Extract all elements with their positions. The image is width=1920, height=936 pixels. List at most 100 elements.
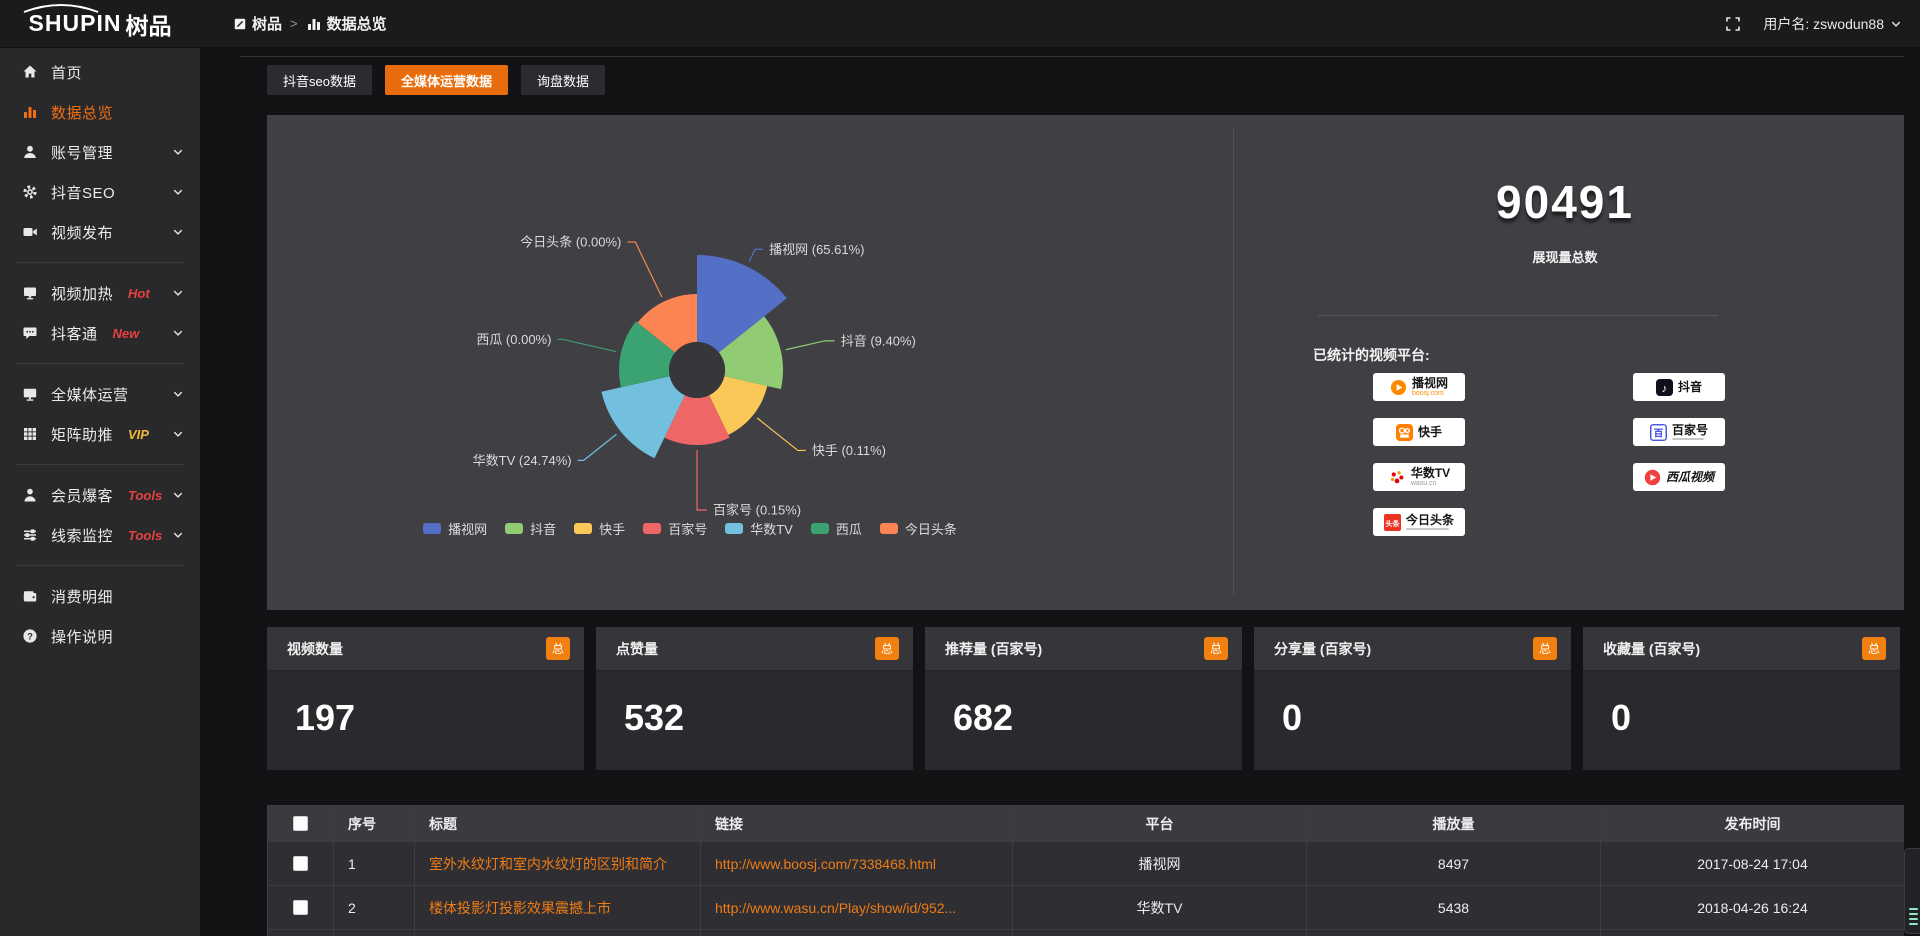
video-table: 序号 标题 链接 平台 播放量 发布时间 1 室外水纹灯和室内水纹灯的区别和简介 http://… <box>267 805 1904 936</box>
rose-pie-chart[interactable]: 播视网 (65.61%) 抖音 (9.40%) 快手 (0.11%) 百家号 (0.1… <box>267 115 1227 585</box>
sidebar-item-抖客通[interactable]: 抖客通 New <box>0 313 200 353</box>
select-all-checkbox[interactable] <box>293 816 308 831</box>
legend-item-华数TV[interactable]: 华数TV <box>725 519 793 538</box>
cell-url-link[interactable]: http://www.wasu.cn/Play/show/id/952... <box>700 885 1013 930</box>
sidebar-item-tag: New <box>112 325 140 341</box>
tab-全媒体运营数据[interactable]: 全媒体运营数据 <box>384 65 508 95</box>
stat-card-header: 视频数量 总 <box>267 627 584 671</box>
sidebar-item-全媒体运营[interactable]: 全媒体运营 <box>0 374 200 414</box>
table-header-row: 序号 标题 链接 平台 播放量 发布时间 <box>267 805 1904 842</box>
sidebar-item-label: 抖客通 <box>51 325 98 343</box>
column-header-序号: 序号 <box>333 805 415 842</box>
sidebar-item-线索监控[interactable]: 线索监控 Tools <box>0 515 200 555</box>
wasu-logo-icon <box>1388 469 1406 486</box>
username-menu[interactable]: 用户名: zswodun88 <box>1763 14 1902 34</box>
sidebar: 首页 数据总览 账号管理 抖音SEO 视频发布视频加热 Hot 抖客通 New 全媒体运营 矩阵助… <box>0 48 200 936</box>
cell-title-link[interactable]: 室外水纹灯和室内水纹灯的区别和简介 <box>414 841 701 886</box>
column-header-链接: 链接 <box>700 805 1013 842</box>
sidebar-item-抖音SEO[interactable]: 抖音SEO <box>0 172 200 212</box>
gear-icon <box>22 184 38 200</box>
platform-badge-今日头条[interactable]: 头条 今日头条 <box>1373 508 1465 536</box>
platform-badge-播视网[interactable]: 播视网 boosj.com <box>1373 373 1465 401</box>
stat-card-header: 收藏量 (百家号) 总 <box>1583 627 1900 671</box>
logo-text-en: SHUPIN <box>28 10 122 36</box>
sidebar-item-label: 消费明细 <box>51 588 114 606</box>
total-badge[interactable]: 总 <box>1861 637 1886 660</box>
total-badge[interactable]: 总 <box>1532 637 1557 660</box>
sidebar-item-tag: Hot <box>128 285 150 301</box>
pie-label-西瓜: 西瓜 (0.00%) <box>476 332 551 347</box>
platform-badge-快手[interactable]: 快手 <box>1373 418 1465 446</box>
legend-item-播视网[interactable]: 播视网 <box>423 519 487 538</box>
platform-badge-西瓜视频[interactable]: 西瓜视频 <box>1633 463 1725 491</box>
total-badge[interactable]: 总 <box>545 637 570 660</box>
platform-badge-百家号[interactable]: 百百家号 <box>1633 418 1725 446</box>
row-checkbox[interactable] <box>293 900 308 915</box>
chart-legend: 播视网 抖音 快手 百家号 华数TV 西瓜 今日头条 <box>267 519 1113 538</box>
fullscreen-icon[interactable] <box>1725 16 1741 32</box>
pie-slice-抖音[interactable] <box>718 316 783 390</box>
pie-label-line <box>557 338 617 353</box>
pie-slice-华数TV[interactable] <box>601 376 685 459</box>
pie-slice-百家号[interactable] <box>664 395 730 445</box>
platform-badge-抖音[interactable]: ♪ 抖音 <box>1633 373 1725 401</box>
legend-marker <box>643 523 662 534</box>
platform-sub: boosj.com <box>1411 389 1444 397</box>
platform-badge-华数TV[interactable]: 华数TV wasu.cn <box>1373 463 1465 491</box>
legend-marker <box>879 523 898 534</box>
stat-cards-row: 视频数量总 197 点赞量总 532 推荐量 (百家号) 总 682 分享量 (百家号) 总 0 收… <box>267 627 1904 770</box>
stat-card-header: 点赞量 总 <box>596 627 913 671</box>
pie-slice-播视网[interactable] <box>697 255 787 353</box>
sidebar-divider <box>16 363 184 364</box>
row-checkbox[interactable] <box>293 856 308 871</box>
square-icon <box>233 17 247 31</box>
sidebar-divider <box>16 565 184 566</box>
chart-panel: 播视网 (65.61%) 抖音 (9.40%) 快手 (0.11%) 百家号 (0.1… <box>267 115 1904 610</box>
platform-subline <box>1671 438 1705 441</box>
legend-item-西瓜[interactable]: 西瓜 <box>810 519 862 538</box>
sidebar-item-操作说明[interactable]: ? 操作说明 <box>0 616 200 656</box>
sidebar-item-label: 视频加热 <box>51 285 114 303</box>
column-header-标题: 标题 <box>414 805 701 842</box>
breadcrumb-item-current[interactable]: 数据总览 <box>306 13 387 34</box>
sidebar-item-会员爆客[interactable]: 会员爆客 Tools <box>0 475 200 515</box>
platforms-label: 已统计的视频平台: <box>1313 347 1430 363</box>
monitor-icon <box>22 386 38 402</box>
topbar: SHUPIN 树品 树品 > 数据总览 用户名: zswodun88 <box>0 0 1920 48</box>
chevron-down-icon <box>172 287 184 299</box>
sidebar-item-账号管理[interactable]: 账号管理 <box>0 132 200 172</box>
legend-item-快手[interactable]: 快手 <box>574 519 625 538</box>
wallet-icon <box>22 588 38 604</box>
chevron-down-icon <box>172 489 184 501</box>
sidebar-item-首页[interactable]: 首页 <box>0 52 200 92</box>
column-header-发布时间: 发布时间 <box>1600 805 1904 842</box>
sidebar-item-消费明细[interactable]: 消费明细 <box>0 576 200 616</box>
legend-item-今日头条[interactable]: 今日头条 <box>879 519 957 538</box>
total-badge[interactable]: 总 <box>1203 637 1228 660</box>
pie-label-line <box>748 248 764 263</box>
tab-抖音seo数据[interactable]: 抖音seo数据 <box>267 65 372 95</box>
column-header-平台: 平台 <box>1012 805 1307 842</box>
table-header-checkbox <box>267 805 334 842</box>
sidebar-item-数据总览[interactable]: 数据总览 <box>0 92 200 132</box>
sidebar-item-视频发布[interactable]: 视频发布 <box>0 212 200 252</box>
breadcrumb-item-home[interactable]: 树品 <box>233 13 282 34</box>
legend-item-百家号[interactable]: 百家号 <box>643 519 707 538</box>
sidebar-item-矩阵助推[interactable]: 矩阵助推 VIP <box>0 414 200 454</box>
legend-item-抖音[interactable]: 抖音 <box>505 519 556 538</box>
breadcrumb-label: 树品 <box>252 16 283 33</box>
tab-询盘数据[interactable]: 询盘数据 <box>520 65 605 95</box>
legend-marker <box>423 523 442 534</box>
pie-slice-今日头条[interactable] <box>637 294 697 353</box>
pie-label-百家号: 百家号 (0.15%) <box>713 503 801 518</box>
video-table-wrap: 序号 标题 链接 平台 播放量 发布时间 1 室外水纹灯和室内水纹灯的区别和简介 http://… <box>267 805 1904 936</box>
app-logo[interactable]: SHUPIN 树品 <box>0 0 200 48</box>
pie-slice-快手[interactable] <box>709 376 768 435</box>
total-badge[interactable]: 总 <box>874 637 899 660</box>
sidebar-item-视频加热[interactable]: 视频加热 Hot <box>0 273 200 313</box>
legend-label: 抖音 <box>530 522 557 537</box>
cell-title-link[interactable]: 楼体投影灯投影效果震撼上市 <box>414 885 701 930</box>
cell-url-link[interactable]: http://www.boosj.com/7338468.html <box>700 841 1013 886</box>
floating-widget[interactable] <box>1904 848 1920 934</box>
pie-slice-西瓜[interactable] <box>619 321 676 388</box>
